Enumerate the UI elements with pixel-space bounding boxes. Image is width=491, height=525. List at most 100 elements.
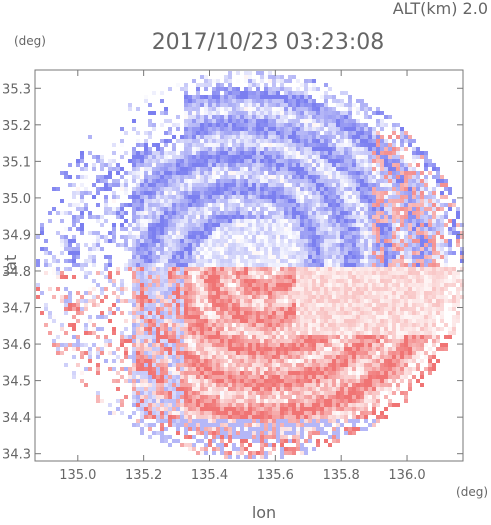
radar-cell bbox=[168, 207, 172, 211]
radar-cell bbox=[400, 159, 404, 163]
radar-cell bbox=[316, 87, 320, 91]
radar-cell bbox=[216, 251, 220, 255]
radar-cell bbox=[156, 299, 160, 303]
radar-cell bbox=[144, 243, 148, 247]
radar-cell bbox=[152, 295, 156, 299]
radar-cell bbox=[248, 75, 252, 79]
radar-cell bbox=[220, 75, 224, 79]
radar-cell bbox=[256, 331, 260, 335]
radar-cell bbox=[440, 267, 444, 271]
radar-cell bbox=[308, 215, 312, 219]
radar-cell bbox=[380, 143, 384, 147]
radar-cell bbox=[368, 319, 372, 323]
radar-cell bbox=[108, 211, 112, 215]
radar-cell bbox=[192, 159, 196, 163]
radar-cell bbox=[304, 311, 308, 315]
radar-cell bbox=[396, 263, 400, 267]
radar-cell bbox=[388, 163, 392, 167]
radar-cell bbox=[204, 143, 208, 147]
radar-cell bbox=[392, 299, 396, 303]
radar-cell bbox=[288, 107, 292, 111]
radar-cell bbox=[216, 231, 220, 235]
radar-cell bbox=[364, 291, 368, 295]
radar-cell bbox=[208, 259, 212, 263]
radar-cell bbox=[224, 187, 228, 191]
radar-cell bbox=[348, 299, 352, 303]
radar-cell bbox=[316, 231, 320, 235]
radar-cell bbox=[200, 259, 204, 263]
radar-cell bbox=[244, 131, 248, 135]
radar-cell bbox=[136, 219, 140, 223]
radar-cell bbox=[364, 147, 368, 151]
radar-cell bbox=[428, 271, 432, 275]
radar-cell bbox=[72, 255, 76, 259]
radar-cell bbox=[436, 171, 440, 175]
radar-cell bbox=[388, 275, 392, 279]
radar-cell bbox=[296, 127, 300, 131]
radar-cell bbox=[200, 219, 204, 223]
radar-cell bbox=[72, 335, 76, 339]
radar-cell bbox=[164, 231, 168, 235]
radar-cell bbox=[312, 79, 316, 83]
radar-cell bbox=[372, 315, 376, 319]
radar-cell bbox=[364, 227, 368, 231]
radar-cell bbox=[380, 259, 384, 263]
radar-cell bbox=[428, 331, 432, 335]
radar-cell bbox=[308, 135, 312, 139]
radar-cell bbox=[212, 119, 216, 123]
radar-cell bbox=[372, 211, 376, 215]
radar-cell bbox=[408, 235, 412, 239]
radar-cell bbox=[204, 75, 208, 79]
radar-cell bbox=[276, 223, 280, 227]
radar-cell bbox=[404, 259, 408, 263]
radar-cell bbox=[212, 107, 216, 111]
radar-cell bbox=[140, 143, 144, 147]
radar-cell bbox=[176, 215, 180, 219]
radar-cell bbox=[236, 87, 240, 91]
radar-cell bbox=[396, 199, 400, 203]
radar-cell bbox=[216, 263, 220, 267]
radar-cell bbox=[248, 251, 252, 255]
radar-cell bbox=[120, 279, 124, 283]
radar-cell bbox=[152, 291, 156, 295]
radar-cell bbox=[300, 187, 304, 191]
radar-cell bbox=[280, 107, 284, 111]
radar-cell bbox=[364, 175, 368, 179]
radar-cell bbox=[352, 187, 356, 191]
radar-cell bbox=[216, 247, 220, 251]
radar-cell bbox=[216, 159, 220, 163]
radar-cell bbox=[416, 183, 420, 187]
radar-cell bbox=[188, 127, 192, 131]
radar-cell bbox=[196, 215, 200, 219]
radar-cell bbox=[396, 323, 400, 327]
radar-cell bbox=[376, 119, 380, 123]
radar-cell bbox=[308, 207, 312, 211]
radar-cell bbox=[268, 187, 272, 191]
radar-cell bbox=[224, 207, 228, 211]
radar-cell bbox=[268, 319, 272, 323]
radar-cell bbox=[160, 195, 164, 199]
radar-cell bbox=[296, 199, 300, 203]
radar-cell bbox=[224, 203, 228, 207]
radar-cell bbox=[424, 231, 428, 235]
radar-cell bbox=[152, 315, 156, 319]
radar-cell bbox=[440, 251, 444, 255]
radar-cell bbox=[288, 187, 292, 191]
radar-cell bbox=[316, 139, 320, 143]
radar-cell bbox=[400, 183, 404, 187]
radar-cell bbox=[252, 119, 256, 123]
radar-cell bbox=[344, 191, 348, 195]
radar-cell bbox=[304, 275, 308, 279]
radar-cell bbox=[260, 267, 264, 271]
radar-cell bbox=[204, 107, 208, 111]
radar-cell bbox=[36, 283, 40, 287]
radar-cell bbox=[312, 139, 316, 143]
radar-cell bbox=[284, 91, 288, 95]
radar-cell bbox=[224, 95, 228, 99]
radar-cell bbox=[296, 111, 300, 115]
radar-cell bbox=[184, 99, 188, 103]
radar-cell bbox=[224, 291, 228, 295]
radar-cell bbox=[268, 307, 272, 311]
radar-cell bbox=[200, 327, 204, 331]
radar-cell bbox=[116, 211, 120, 215]
